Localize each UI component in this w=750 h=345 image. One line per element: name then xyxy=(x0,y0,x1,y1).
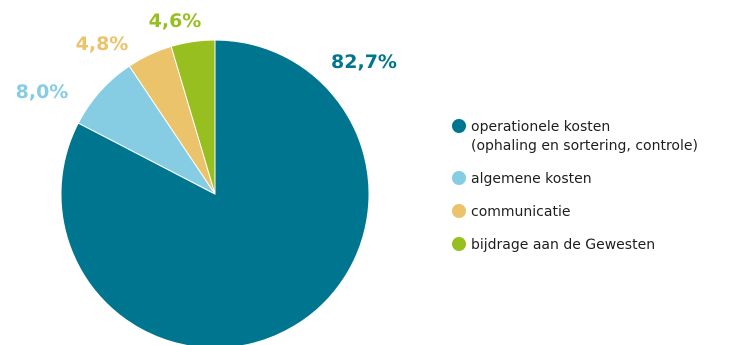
legend-label: bijdrage aan de Gewesten xyxy=(471,237,656,253)
legend-item-operational-costs: operationele kosten (ophaling en sorteri… xyxy=(452,118,698,156)
legend-label: communicatie xyxy=(471,204,571,220)
slice-percent-label: 8,0% xyxy=(16,81,69,103)
slice-percent-label: 82,7% xyxy=(331,51,397,73)
legend-label: algemene kosten xyxy=(471,171,592,187)
slice-operational-costs xyxy=(60,39,370,345)
legend-swatch xyxy=(452,171,466,185)
legend-swatch xyxy=(452,204,466,218)
legend-item-general-costs: algemene kosten xyxy=(452,170,698,189)
slice-percent-label: 4,8% xyxy=(76,33,129,55)
legend-swatch xyxy=(452,119,466,133)
slice-contribution-regions xyxy=(170,39,216,195)
chart-legend: operationele kosten (ophaling en sorteri… xyxy=(452,118,698,269)
slice-percent-label: 4,6% xyxy=(149,10,202,32)
legend-label: operationele kosten (ophaling en sorteri… xyxy=(471,119,698,154)
legend-swatch xyxy=(452,237,466,251)
legend-item-contribution-regions: bijdrage aan de Gewesten xyxy=(452,236,698,255)
legend-item-communication: communicatie xyxy=(452,203,698,222)
